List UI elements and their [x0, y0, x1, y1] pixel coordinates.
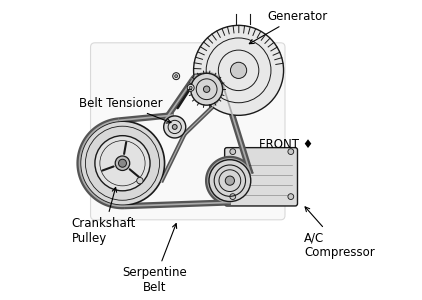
Circle shape [194, 26, 284, 115]
Circle shape [230, 194, 235, 200]
Circle shape [172, 124, 177, 129]
Circle shape [191, 73, 223, 105]
Circle shape [230, 149, 235, 155]
Text: FRONT ♦: FRONT ♦ [259, 138, 313, 151]
Circle shape [203, 86, 210, 92]
Text: Belt Tensioner: Belt Tensioner [79, 97, 171, 123]
Circle shape [173, 73, 180, 80]
Circle shape [115, 156, 130, 170]
Circle shape [189, 86, 192, 89]
FancyBboxPatch shape [225, 148, 298, 206]
Circle shape [187, 84, 194, 91]
Circle shape [95, 136, 150, 191]
Text: Generator: Generator [249, 10, 328, 44]
Circle shape [225, 176, 235, 185]
Text: A/C
Compressor: A/C Compressor [304, 207, 375, 260]
Circle shape [119, 159, 127, 167]
Circle shape [230, 62, 247, 79]
Text: Crankshaft
Pulley: Crankshaft Pulley [72, 188, 136, 245]
Circle shape [164, 116, 186, 138]
Circle shape [209, 160, 251, 202]
Circle shape [288, 149, 294, 155]
Circle shape [80, 121, 165, 205]
Circle shape [288, 194, 294, 200]
Circle shape [137, 178, 143, 184]
Text: Serpentine
Belt: Serpentine Belt [122, 224, 187, 294]
FancyBboxPatch shape [91, 43, 285, 220]
Circle shape [175, 75, 178, 78]
